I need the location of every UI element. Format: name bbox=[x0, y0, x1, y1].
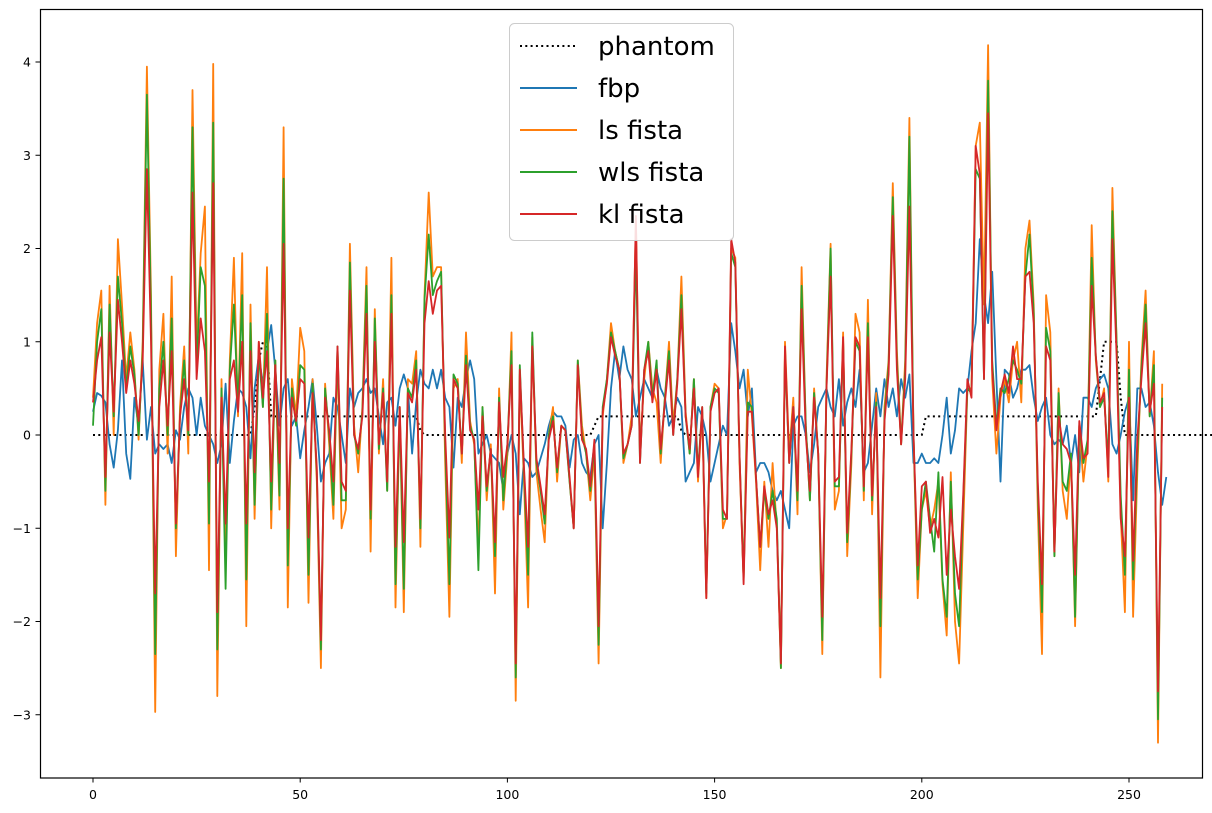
series-kl-fista-line bbox=[92, 112, 1164, 693]
y-tick-label: 3 bbox=[23, 148, 31, 163]
legend-label: kl fista bbox=[598, 200, 685, 230]
legend-label: wls fista bbox=[598, 158, 704, 188]
x-tick-label: 50 bbox=[292, 787, 308, 802]
legend-label: fbp bbox=[598, 74, 640, 104]
x-tick-label: 200 bbox=[910, 787, 934, 802]
legend-label: ls fista bbox=[598, 116, 683, 146]
y-tick-label: 0 bbox=[23, 428, 31, 443]
y-tick-label: 1 bbox=[23, 334, 31, 349]
x-axis: 0 50 100 150 200 250 bbox=[89, 778, 1141, 802]
legend-label: phantom bbox=[598, 32, 715, 62]
axes-frame bbox=[39, 8, 1204, 779]
y-tick-label: 2 bbox=[23, 241, 31, 256]
y-tick-label: −3 bbox=[13, 707, 31, 722]
plot-area bbox=[92, 44, 1212, 744]
y-tick-label: 4 bbox=[23, 55, 31, 70]
y-axis: 4 3 2 1 0 −1 −2 −3 bbox=[13, 55, 41, 722]
x-tick-label: 0 bbox=[89, 787, 97, 802]
y-tick-label: −1 bbox=[13, 521, 31, 536]
legend: phantom fbp ls fista wls fista kl fista bbox=[509, 23, 734, 241]
x-tick-label: 150 bbox=[703, 787, 727, 802]
x-tick-label: 250 bbox=[1117, 787, 1141, 802]
x-tick-label: 100 bbox=[495, 787, 519, 802]
y-tick-label: −2 bbox=[13, 614, 31, 629]
series-fbp-line bbox=[92, 238, 1168, 530]
legend-box bbox=[509, 23, 734, 241]
